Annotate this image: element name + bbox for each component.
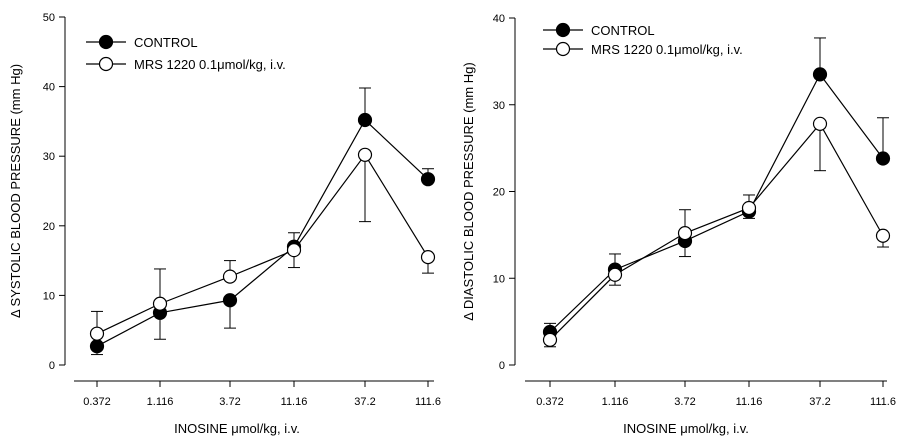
y-tick-label: 0 — [49, 360, 55, 372]
y-tick-label: 0 — [499, 360, 505, 372]
x-tick-label: 3.72 — [219, 396, 240, 408]
systolic-panel: 0 10 20 30 40 50 0.372 1.116 3.72 11.16 37.2 111.6 I… — [8, 12, 441, 436]
data-point-open — [542, 332, 558, 347]
series-line — [96, 153, 429, 335]
data-point-open — [286, 243, 302, 258]
series-control — [542, 37, 891, 340]
data-point-filled — [812, 67, 828, 82]
legend-marker-open — [555, 41, 571, 57]
y-tick-label: 50 — [43, 12, 55, 24]
data-point-open — [222, 269, 238, 284]
y-tick-label: 10 — [43, 290, 55, 302]
y-axis-title: Δ DIASTOLIC BLOOD PRESSURE (mm Hg) — [461, 62, 476, 320]
data-point-filled — [357, 112, 373, 128]
data-point-filled — [222, 293, 238, 308]
data-point-open — [875, 228, 891, 243]
data-point-open — [741, 200, 757, 216]
data-point-filled — [875, 151, 891, 166]
y-tick-label: 20 — [493, 187, 505, 199]
legend-label: CONTROL — [134, 35, 198, 50]
y-tick-label: 40 — [43, 82, 55, 94]
data-point-open — [152, 296, 168, 311]
series-mrs1220 — [89, 147, 436, 341]
data-point-open — [607, 267, 623, 282]
legend-marker-filled — [555, 22, 571, 38]
y-tick-label: 40 — [493, 13, 505, 25]
legend: CONTROL MRS 1220 0.1μmol/kg, i.v. — [86, 34, 286, 72]
legend: CONTROL MRS 1220 0.1μmol/kg, i.v. — [543, 22, 743, 57]
series-line — [549, 73, 884, 333]
x-tick-label: 37.2 — [809, 396, 830, 408]
y-tick-label: 20 — [43, 221, 55, 233]
x-tick-label: 11.16 — [736, 396, 763, 408]
y-tick-label: 30 — [493, 100, 505, 112]
data-point-open — [357, 147, 373, 162]
data-point-open — [677, 226, 693, 241]
series-line — [549, 122, 884, 341]
y-tick-label: 30 — [43, 151, 55, 163]
x-axis-title: INOSINE μmol/kg, i.v. — [623, 421, 749, 436]
x-tick-label: 111.6 — [870, 396, 896, 408]
legend-marker-filled — [98, 34, 114, 50]
x-tick-label: 11.16 — [281, 396, 308, 408]
y-tick-label: 10 — [493, 273, 505, 285]
x-tick-label: 1.116 — [602, 396, 629, 408]
x-tick-label: 3.72 — [674, 396, 695, 408]
legend-label: MRS 1220 0.1μmol/kg, i.v. — [591, 42, 743, 57]
x-tick-label: 0.372 — [536, 396, 564, 408]
x-tick-label: 37.2 — [354, 396, 375, 408]
data-point-open — [812, 116, 828, 131]
legend-marker-open — [98, 56, 114, 72]
y-axis-title: Δ SYSTOLIC BLOOD PRESSURE (mm Hg) — [8, 64, 23, 318]
legend-label: MRS 1220 0.1μmol/kg, i.v. — [134, 57, 286, 72]
x-tick-label: 1.116 — [147, 396, 174, 408]
series-mrs1220 — [542, 116, 891, 348]
x-axis-title: INOSINE μmol/kg, i.v. — [174, 421, 300, 436]
data-point-filled — [420, 172, 436, 187]
x-tick-label: 0.372 — [83, 396, 111, 408]
series-control — [89, 87, 436, 356]
x-tick-label: 111.6 — [415, 396, 441, 408]
data-point-open — [89, 326, 105, 341]
diastolic-panel: 0 10 20 30 40 0.372 1.116 3.72 11.16 37.2 111.6 INO… — [461, 13, 896, 436]
data-point-open — [420, 250, 436, 265]
series-line — [96, 119, 429, 347]
data-point-filled — [89, 339, 105, 354]
legend-label: CONTROL — [591, 23, 655, 38]
